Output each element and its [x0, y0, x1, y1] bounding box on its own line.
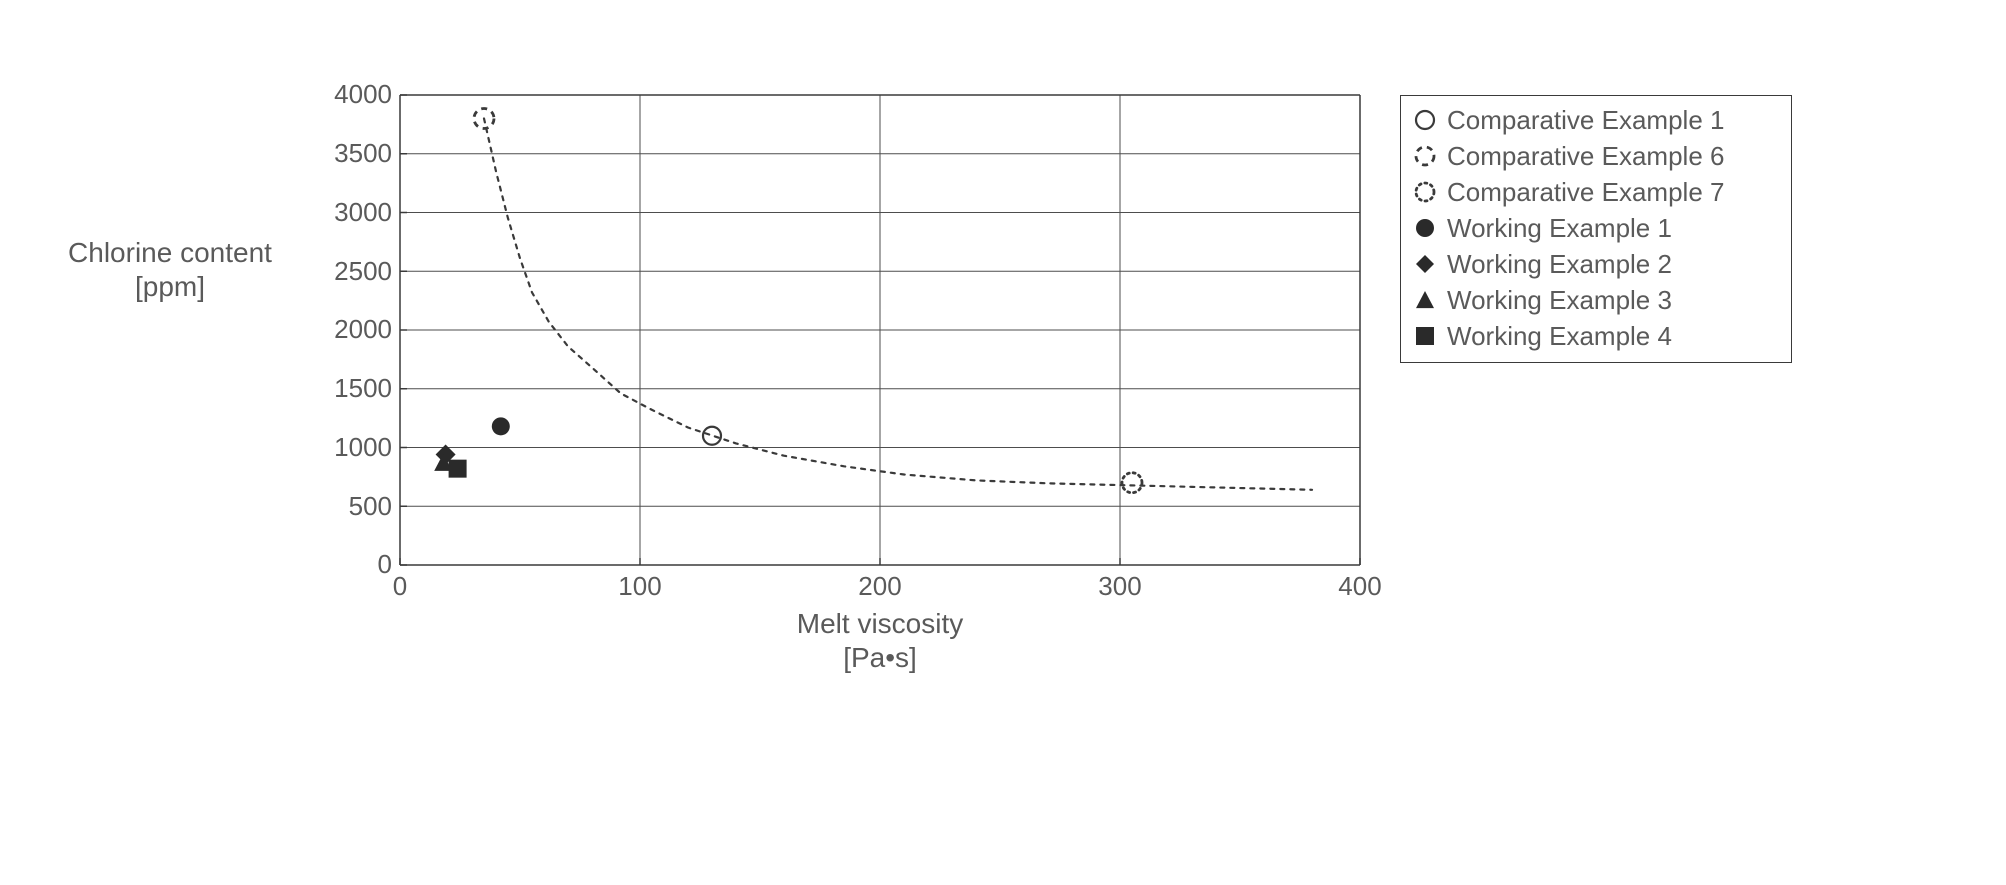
legend-item: Comparative Example 7 — [1411, 174, 1781, 210]
y-axis-label: Chlorine content[ppm] — [40, 236, 300, 303]
x-tick-label: 200 — [840, 571, 920, 602]
legend-item: Working Example 3 — [1411, 282, 1781, 318]
legend-marker-icon — [1411, 180, 1439, 204]
legend-marker-icon — [1411, 288, 1439, 312]
legend-item: Comparative Example 1 — [1411, 102, 1781, 138]
y-tick-label: 1000 — [302, 432, 392, 463]
legend-item: Comparative Example 6 — [1411, 138, 1781, 174]
legend-label: Working Example 2 — [1447, 249, 1672, 280]
legend-label: Working Example 3 — [1447, 285, 1672, 316]
legend: Comparative Example 1 Comparative Example… — [1400, 95, 1792, 363]
x-tick-label: 300 — [1080, 571, 1160, 602]
x-axis-label-line: Melt viscosity — [730, 607, 1030, 641]
legend-label: Comparative Example 1 — [1447, 105, 1724, 136]
data-point — [449, 460, 467, 478]
x-tick-label: 0 — [360, 571, 440, 602]
y-tick-label: 1500 — [302, 373, 392, 404]
legend-marker-icon — [1411, 252, 1439, 276]
legend-item: Working Example 4 — [1411, 318, 1781, 354]
legend-label: Working Example 4 — [1447, 321, 1672, 352]
legend-label: Working Example 1 — [1447, 213, 1672, 244]
chart-stage: Chlorine content[ppm] Melt viscosity[Pa•… — [0, 0, 2006, 885]
scatter-plot — [400, 95, 1360, 565]
y-tick-label: 500 — [302, 491, 392, 522]
legend-label: Comparative Example 6 — [1447, 141, 1724, 172]
y-tick-label: 4000 — [302, 79, 392, 110]
x-tick-label: 400 — [1320, 571, 1400, 602]
x-axis-label: Melt viscosity[Pa•s] — [730, 607, 1030, 674]
legend-marker-icon — [1411, 108, 1439, 132]
data-point — [492, 417, 510, 435]
y-tick-label: 2000 — [302, 314, 392, 345]
y-tick-label: 2500 — [302, 256, 392, 287]
x-tick-label: 100 — [600, 571, 680, 602]
x-axis-label-line: [Pa•s] — [730, 641, 1030, 675]
legend-item: Working Example 2 — [1411, 246, 1781, 282]
legend-marker-icon — [1411, 324, 1439, 348]
legend-marker-icon — [1411, 216, 1439, 240]
legend-label: Comparative Example 7 — [1447, 177, 1724, 208]
legend-item: Working Example 1 — [1411, 210, 1781, 246]
y-tick-label: 3000 — [302, 197, 392, 228]
legend-marker-icon — [1411, 144, 1439, 168]
y-axis-label-line: Chlorine content — [40, 236, 300, 270]
y-tick-label: 3500 — [302, 138, 392, 169]
y-axis-label-line: [ppm] — [40, 270, 300, 304]
